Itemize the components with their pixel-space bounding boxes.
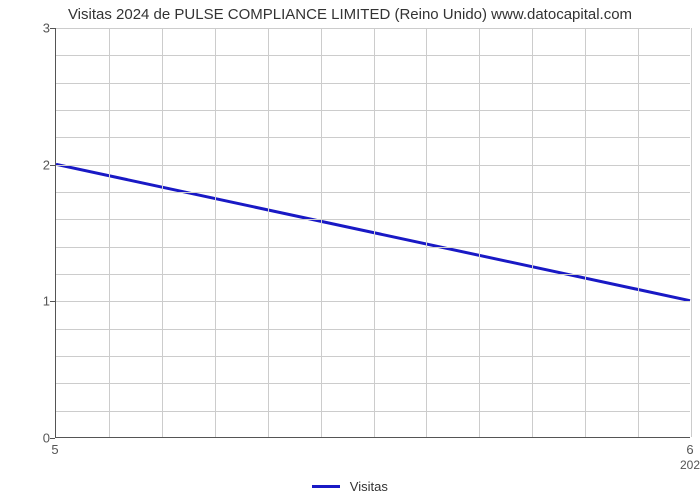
y-tick-mark <box>50 165 55 166</box>
plot-area <box>55 28 690 438</box>
gridline-v <box>532 28 533 437</box>
y-tick-label: 3 <box>10 21 50 36</box>
gridline-v <box>426 28 427 437</box>
gridline-v <box>109 28 110 437</box>
y-tick-label: 2 <box>10 157 50 172</box>
gridline-v <box>321 28 322 437</box>
gridline-v <box>215 28 216 437</box>
gridline-v <box>268 28 269 437</box>
gridline-v <box>638 28 639 437</box>
x-sub-label: 202 <box>680 458 700 472</box>
gridline-v <box>585 28 586 437</box>
x-tick-label: 5 <box>51 442 58 457</box>
legend-swatch <box>312 485 340 488</box>
y-tick-label: 1 <box>10 294 50 309</box>
gridline-v <box>691 28 692 437</box>
y-tick-label: 0 <box>10 431 50 446</box>
y-tick-mark <box>50 438 55 439</box>
legend-label: Visitas <box>350 479 388 494</box>
y-tick-mark <box>50 28 55 29</box>
gridline-v <box>374 28 375 437</box>
legend: Visitas <box>0 478 700 494</box>
y-tick-mark <box>50 301 55 302</box>
chart-title: Visitas 2024 de PULSE COMPLIANCE LIMITED… <box>0 6 700 23</box>
chart-container: Visitas 2024 de PULSE COMPLIANCE LIMITED… <box>0 0 700 500</box>
gridline-v <box>162 28 163 437</box>
gridline-v <box>479 28 480 437</box>
x-tick-label: 6 <box>686 442 693 457</box>
